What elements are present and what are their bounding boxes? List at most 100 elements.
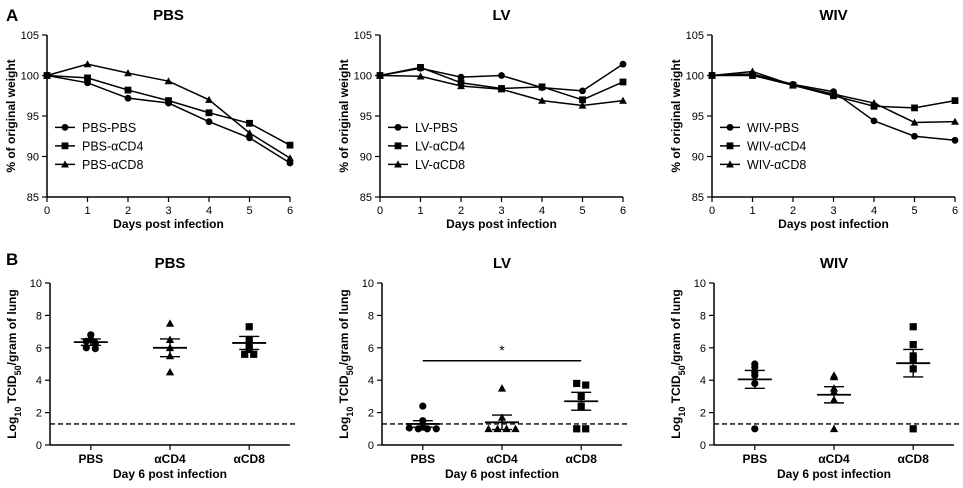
data-point: [579, 96, 586, 104]
data-point: [910, 118, 919, 126]
x-tick-label: PBS: [410, 452, 435, 466]
chart-title: PBS: [155, 255, 186, 272]
y-axis-label: % of original weight: [4, 59, 18, 172]
y-tick-label: 4: [368, 375, 374, 387]
x-tick-label: 6: [620, 205, 626, 217]
y-tick-label: 85: [27, 192, 39, 204]
data-point: [432, 425, 440, 433]
data-point: [165, 319, 175, 327]
x-axis-label: Days post infection: [446, 217, 557, 231]
x-tick-label: 6: [287, 205, 293, 217]
x-tick-label: 3: [165, 205, 171, 217]
data-point: [573, 425, 581, 433]
legend-label: PBS-αCD8: [82, 158, 143, 172]
x-tick-label: 5: [246, 205, 252, 217]
data-point: [619, 60, 627, 68]
data-point: [829, 424, 839, 433]
x-tick-label: αCD4: [486, 452, 518, 466]
legend-label: WIV-PBS: [747, 121, 799, 135]
legend-marker: [61, 123, 69, 131]
x-axis-label: Day 6 post infection: [777, 467, 891, 481]
data-point: [423, 425, 431, 433]
x-tick-label: PBS: [742, 452, 767, 466]
x-tick-label: 2: [125, 205, 131, 217]
legend-marker: [726, 160, 734, 168]
data-point: [909, 323, 917, 331]
y-axis-label: % of original weight: [337, 59, 351, 172]
x-tick-label: αCD4: [154, 452, 186, 466]
data-point: [484, 424, 493, 433]
y-axis-label: Log10 TCID50/gram of lung: [337, 289, 355, 438]
y-tick-label: 100: [686, 71, 704, 83]
data-point: [619, 96, 627, 104]
chart-2: LV 85 90 95 100 105 % of original weight 0 1 2 3 4 5…: [337, 7, 627, 231]
y-axis-label: Log10 TCID50/gram of lung: [5, 289, 23, 438]
legend-label: PBS-αCD4: [82, 139, 143, 153]
y-tick-label: 90: [27, 152, 39, 164]
y-tick-label: 8: [700, 310, 706, 322]
data-point: [497, 85, 506, 93]
data-point: [582, 381, 590, 389]
x-tick-label: 0: [709, 205, 715, 217]
x-tick-label: 3: [830, 205, 836, 217]
data-point: [246, 119, 253, 127]
y-tick-label: 95: [360, 111, 372, 123]
y-tick-label: 85: [692, 192, 704, 204]
data-point: [286, 159, 294, 167]
data-point: [205, 118, 213, 126]
x-tick-label: αCD8: [898, 452, 930, 466]
y-tick-label: 8: [36, 310, 42, 322]
x-tick-label: 3: [498, 205, 504, 217]
legend-label: LV-αCD8: [415, 158, 465, 172]
data-point: [245, 129, 254, 137]
data-point: [749, 72, 756, 79]
y-tick-label: 2: [36, 408, 42, 420]
data-point: [246, 134, 253, 142]
legend-label: PBS-PBS: [82, 121, 136, 135]
x-tick-label: 1: [749, 205, 755, 217]
x-axis-label: Days post infection: [778, 217, 889, 231]
data-point: [498, 72, 505, 79]
y-tick-label: 0: [368, 440, 374, 452]
data-point: [870, 99, 878, 107]
data-point: [829, 372, 839, 381]
data-point: [511, 424, 520, 433]
data-point: [951, 97, 959, 105]
data-point: [286, 154, 294, 162]
data-point: [419, 402, 427, 410]
data-point: [124, 69, 132, 77]
data-point: [205, 109, 213, 117]
data-point: [579, 87, 586, 95]
data-point: [582, 425, 590, 433]
data-point: [91, 345, 99, 353]
data-point: [578, 101, 587, 109]
y-tick-label: 90: [360, 152, 372, 164]
data-point: [376, 71, 384, 79]
legend-marker: [61, 142, 69, 150]
data-point: [751, 425, 759, 433]
x-tick-label: αCD4: [818, 452, 850, 466]
data-point: [84, 74, 91, 82]
data-point: [457, 82, 465, 90]
data-point: [538, 96, 546, 104]
y-tick-label: 95: [692, 111, 704, 123]
legend-marker: [394, 160, 402, 168]
chart-title: WIV: [820, 255, 848, 272]
data-point: [245, 323, 253, 331]
chart-6: WIV 0 2 4 6 8 10 Log10 TCID50/gram of lung PBS αC…: [669, 255, 962, 481]
data-point: [829, 90, 838, 98]
y-tick-label: 0: [700, 440, 706, 452]
x-tick-label: αCD8: [566, 452, 598, 466]
data-point: [911, 132, 918, 140]
legend-label: LV-PBS: [415, 121, 458, 135]
data-point: [83, 60, 92, 68]
x-axis-label: Day 6 post infection: [445, 467, 559, 481]
legend-marker: [726, 123, 734, 131]
y-tick-label: 85: [360, 192, 372, 204]
y-tick-label: 10: [30, 278, 42, 290]
data-point: [502, 424, 511, 433]
x-axis-label: Days post infection: [113, 217, 224, 231]
legend-marker: [394, 123, 402, 131]
panel-label-b: B: [6, 250, 18, 269]
y-tick-label: 90: [692, 152, 704, 164]
